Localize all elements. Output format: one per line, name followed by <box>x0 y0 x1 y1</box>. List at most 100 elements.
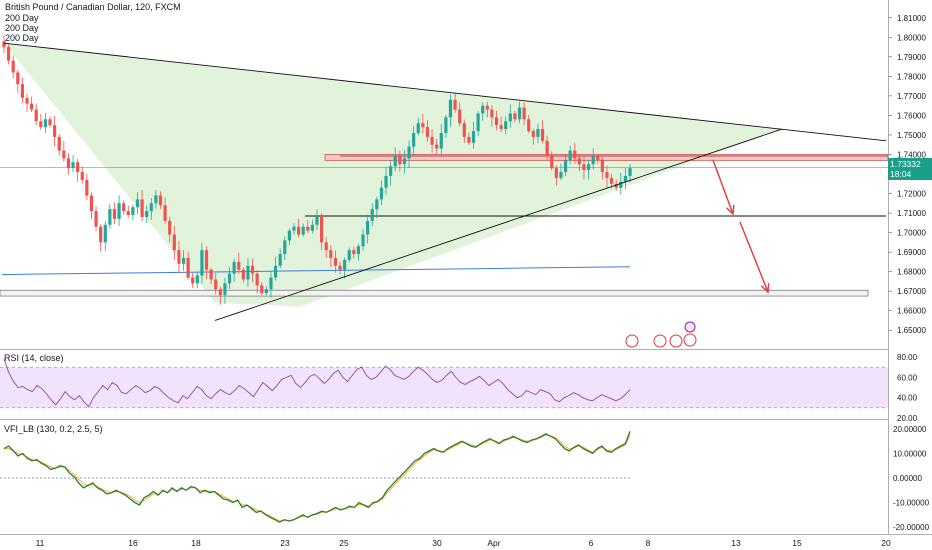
symbol-title[interactable]: British Pound / Canadian Dollar, 120, FX… <box>5 2 181 12</box>
candle <box>494 117 499 126</box>
candle <box>407 146 411 159</box>
candle <box>301 226 305 235</box>
candle <box>591 156 595 165</box>
rsi-tick-label: 40.00 <box>897 394 918 403</box>
down-trendline[interactable] <box>3 42 887 142</box>
candle <box>458 109 462 124</box>
candle <box>324 242 328 251</box>
rsi-axis[interactable]: 80.00 60.00 40.00 20.00 <box>897 353 918 423</box>
event-icon[interactable] <box>669 334 683 348</box>
candle <box>126 211 130 216</box>
price-axis[interactable]: 1.65000 1.66000 1.67000 1.68000 1.69000 1.700… <box>888 14 926 335</box>
candle <box>416 123 420 133</box>
time-tick: 8 <box>646 538 651 548</box>
candle <box>71 162 75 169</box>
candle <box>287 230 291 241</box>
candle <box>181 257 186 264</box>
time-axis[interactable]: 11 16 18 23 25 30 Apr 6 8 13 15 20 <box>36 538 891 548</box>
event-icon[interactable] <box>683 333 697 347</box>
price-tick-label: 1.76000 <box>897 111 926 120</box>
candle <box>435 144 439 149</box>
candle <box>352 250 356 255</box>
candle <box>389 166 393 176</box>
price-tick-label: 1.65000 <box>897 326 926 335</box>
candle <box>117 203 121 219</box>
candle <box>204 250 209 270</box>
rsi-tick-label: 60.00 <box>897 373 918 382</box>
candle <box>223 283 227 296</box>
forecast-arrow-head <box>760 282 770 294</box>
resistance-zone[interactable] <box>324 154 889 161</box>
candle <box>550 156 554 169</box>
candle <box>554 168 558 178</box>
candle <box>439 132 443 149</box>
support-zone[interactable] <box>0 289 869 297</box>
candle <box>504 121 508 130</box>
price-tick-label: 1.68000 <box>897 268 926 277</box>
candle <box>481 105 485 114</box>
rsi-pane: 80.00 60.00 40.00 20.00 <box>0 353 918 423</box>
candle <box>214 279 218 290</box>
candle <box>563 160 568 173</box>
candle <box>195 275 199 284</box>
candle <box>347 250 351 260</box>
candle <box>154 195 158 204</box>
candle <box>545 140 549 157</box>
candle <box>66 158 71 169</box>
candle <box>16 72 20 85</box>
candle <box>586 164 591 171</box>
candle <box>112 209 117 219</box>
vfi-axis[interactable]: 20.00000 10.00000 0.00000 -10.00000 -20.0000… <box>893 425 930 532</box>
candle <box>366 220 370 235</box>
ma-200-line <box>1 266 631 276</box>
vfi-tick-label: 0.00000 <box>893 474 922 483</box>
candle <box>108 209 112 225</box>
candle <box>209 269 213 280</box>
flag-icon[interactable] <box>684 321 696 333</box>
candle <box>343 259 347 270</box>
price-tick-label: 1.69000 <box>897 248 926 257</box>
candle <box>356 246 361 255</box>
vfi-label[interactable]: VFI_LB (130, 0.2, 2.5, 5) <box>4 424 103 434</box>
time-tick: 11 <box>36 538 45 548</box>
candle <box>536 129 540 137</box>
study-label-ma[interactable]: 200 Day <box>5 13 39 23</box>
candle <box>34 109 38 122</box>
rsi-tick-label: 20.00 <box>897 414 918 423</box>
rsi-line <box>3 358 631 408</box>
up-trendline[interactable] <box>214 128 783 321</box>
price-tick-label: 1.80000 <box>897 33 926 42</box>
study-label-ma[interactable]: 200 Day <box>5 33 39 43</box>
time-tick: 6 <box>589 538 594 548</box>
event-icon[interactable] <box>653 334 667 348</box>
candle <box>103 224 107 243</box>
candle <box>333 257 338 266</box>
candle <box>490 109 494 118</box>
candle <box>375 199 379 210</box>
candle <box>186 257 190 278</box>
dividend-icon[interactable] <box>625 334 639 348</box>
candle <box>200 250 204 276</box>
candle <box>80 172 84 180</box>
candle <box>600 160 604 173</box>
candle <box>278 254 282 266</box>
bar-countdown: 18:04 <box>890 169 912 179</box>
candle <box>467 136 471 143</box>
price-tick-label: 1.81000 <box>897 14 926 23</box>
price-pane: 1.65000 1.66000 1.67000 1.68000 1.69000 1.700… <box>0 14 926 348</box>
candle <box>320 215 324 243</box>
candle <box>39 121 43 128</box>
candle <box>329 250 333 258</box>
candle <box>76 162 80 173</box>
candle <box>149 203 153 212</box>
candle <box>614 183 618 188</box>
price-tick-label: 1.75000 <box>897 131 926 140</box>
candle <box>453 99 457 110</box>
candle <box>20 84 25 98</box>
study-label-ma[interactable]: 200 Day <box>5 23 39 33</box>
candle <box>122 203 126 212</box>
rsi-label[interactable]: RSI (14, close) <box>4 353 64 363</box>
candle <box>246 265 250 280</box>
forecast-arrow <box>712 159 734 215</box>
